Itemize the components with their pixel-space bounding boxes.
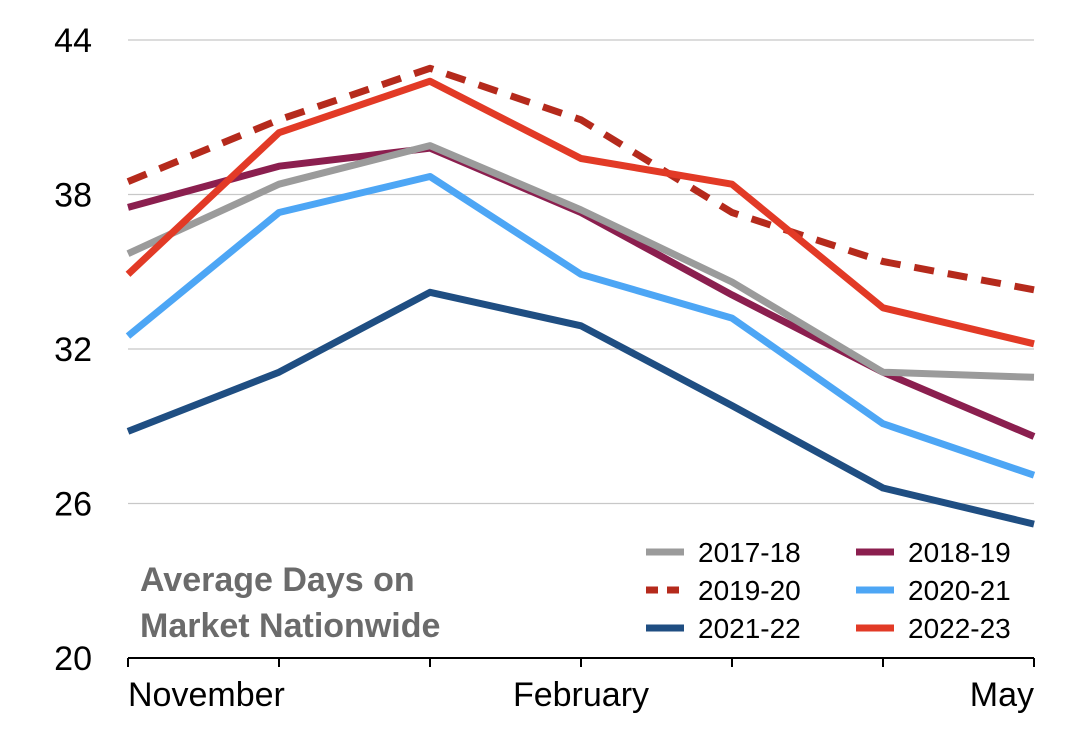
series-line-2021-22: [126, 288, 1035, 528]
y-axis-ticks: 20 26 32 38 44: [54, 22, 92, 678]
series-line-2019-20: [126, 64, 1035, 294]
y-tick-label: 38: [54, 177, 92, 215]
gridlines: [128, 39, 1034, 505]
legend-label: 2022-23: [908, 613, 1011, 644]
y-tick-label: 20: [54, 640, 92, 678]
series-line-2020-21: [125, 173, 1036, 479]
y-tick-label: 44: [54, 22, 92, 60]
series-lines: [125, 64, 1036, 528]
chart-title-line-1: Average Days on: [140, 561, 415, 599]
x-tick-label: February: [513, 676, 649, 714]
legend-label: 2021-22: [698, 613, 801, 644]
series-line-2022-23: [125, 77, 1035, 348]
x-axis: November February May: [127, 657, 1035, 714]
legend-label: 2017-18: [698, 537, 801, 568]
legend-label: 2018-19: [908, 537, 1011, 568]
legend-label: 2019-20: [698, 575, 801, 606]
series-line-2017-18: [126, 142, 1035, 381]
x-tick-label: November: [128, 676, 285, 714]
y-tick-label: 32: [54, 331, 92, 369]
chart-title: Average Days on Market Nationwide: [140, 561, 440, 645]
legend: 2017-18 2018-19 2019-20 2020-21 2021-22 2022-…: [646, 537, 1011, 644]
legend-label: 2020-21: [908, 575, 1011, 606]
chart-title-line-2: Market Nationwide: [140, 607, 440, 645]
x-tick-label: May: [970, 676, 1034, 714]
y-tick-label: 26: [54, 486, 92, 524]
